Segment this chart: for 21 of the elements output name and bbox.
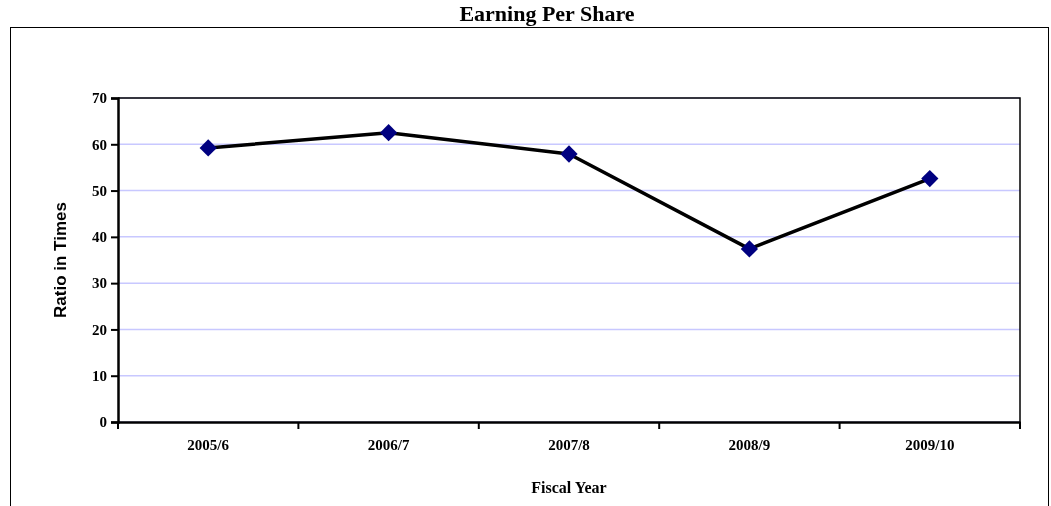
- point: [379, 124, 398, 142]
- y-tick-label: 10: [92, 368, 107, 385]
- x-tick-label: 2009/10: [905, 436, 955, 453]
- point: [560, 145, 578, 163]
- x-tick-label: 2008/9: [728, 436, 771, 453]
- x-tick-label: 2005/6: [187, 436, 230, 453]
- x-axis-title: Fiscal Year: [531, 479, 607, 496]
- y-tick-label: 0: [99, 414, 107, 431]
- y-tick-label: 60: [92, 136, 107, 153]
- y-tick-label: 30: [92, 275, 107, 292]
- point: [740, 240, 759, 258]
- point: [199, 139, 217, 157]
- y-tick-label: 40: [92, 229, 107, 246]
- y-tick-label: 70: [92, 90, 107, 107]
- x-tick-label: 2007/8: [548, 436, 590, 453]
- chart-title: Earning Per Share: [459, 1, 635, 26]
- y-axis-title: Ratio in Times: [51, 202, 70, 318]
- y-tick-label: 50: [92, 182, 107, 199]
- x-tick-label: 2006/7: [367, 436, 410, 453]
- point: [921, 169, 939, 188]
- y-tick-label: 20: [92, 321, 107, 338]
